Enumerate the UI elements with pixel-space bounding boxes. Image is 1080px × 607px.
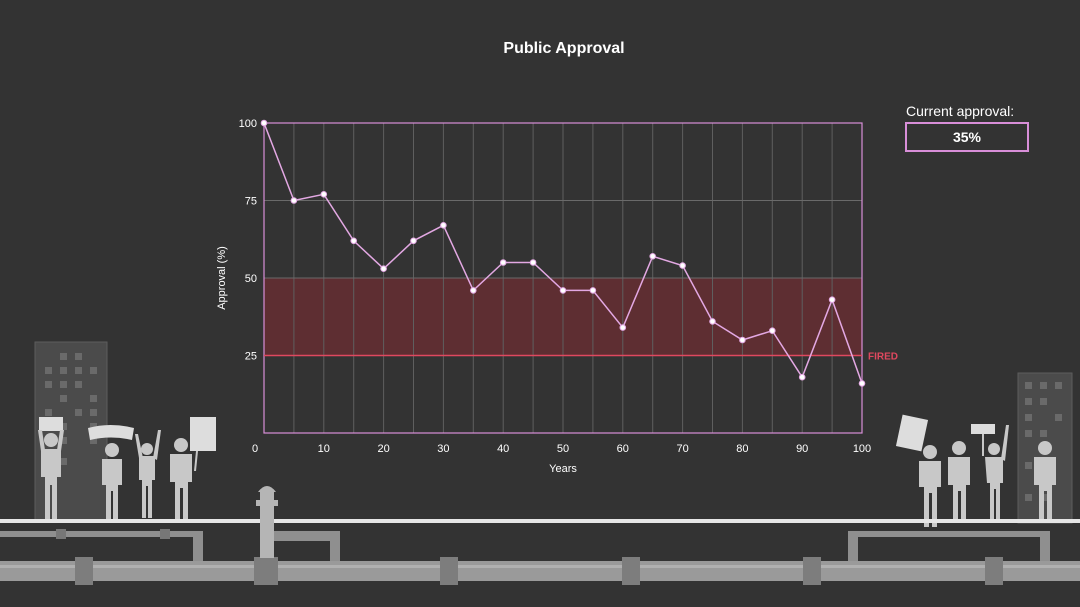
page-title: Public Approval <box>503 40 625 57</box>
data-point <box>769 327 776 335</box>
data-point <box>260 119 268 127</box>
hydrant <box>256 486 278 558</box>
current-approval-value: 35% <box>905 122 1029 152</box>
data-point <box>828 296 836 304</box>
data-point <box>739 336 746 344</box>
plot-frame <box>263 122 863 434</box>
data-point <box>499 259 507 266</box>
y-axis-label: Approval (%) <box>216 246 228 310</box>
y-tick-label: 25 <box>245 351 257 363</box>
x-tick-label: 10 <box>318 443 330 455</box>
y-tick-label: 100 <box>239 118 257 130</box>
data-point <box>440 222 447 229</box>
x-tick-label: 60 <box>617 443 629 455</box>
x-tick-label: 100 <box>853 443 871 455</box>
x-axis-label: Years <box>549 463 577 475</box>
x-tick-label: 20 <box>377 443 389 455</box>
y-tick-label: 75 <box>245 196 257 208</box>
current-approval-label: Current approval: <box>906 103 1015 119</box>
data-point <box>559 287 567 294</box>
data-point <box>858 380 866 387</box>
approval-chart: FIRED 0 10 20 30 40 50 60 70 80 90 100 25 50 75 100 Year… <box>216 118 898 475</box>
fired-label: FIRED <box>868 352 898 363</box>
data-point <box>679 262 686 269</box>
protesters-right <box>895 414 1056 527</box>
data-point <box>380 265 387 273</box>
x-tick-label: 80 <box>736 443 748 455</box>
data-point <box>470 287 477 294</box>
data-point <box>410 237 417 245</box>
protesters-left <box>38 417 216 521</box>
data-point <box>649 252 657 260</box>
data-point <box>619 324 627 331</box>
x-tick-label: 90 <box>796 443 808 455</box>
data-point <box>798 373 806 381</box>
x-tick-label: 0 <box>252 443 258 455</box>
x-tick-label: 40 <box>497 443 509 455</box>
data-point <box>350 237 358 245</box>
data-point <box>709 318 716 325</box>
x-tick-label: 50 <box>557 443 569 455</box>
data-point <box>320 191 328 198</box>
data-point <box>589 287 597 294</box>
x-tick-label: 30 <box>437 443 449 455</box>
data-point <box>290 197 298 204</box>
y-tick-label: 50 <box>245 273 257 285</box>
data-point <box>529 259 537 266</box>
x-tick-label: 70 <box>676 443 688 455</box>
ground-pipes <box>0 519 1080 585</box>
